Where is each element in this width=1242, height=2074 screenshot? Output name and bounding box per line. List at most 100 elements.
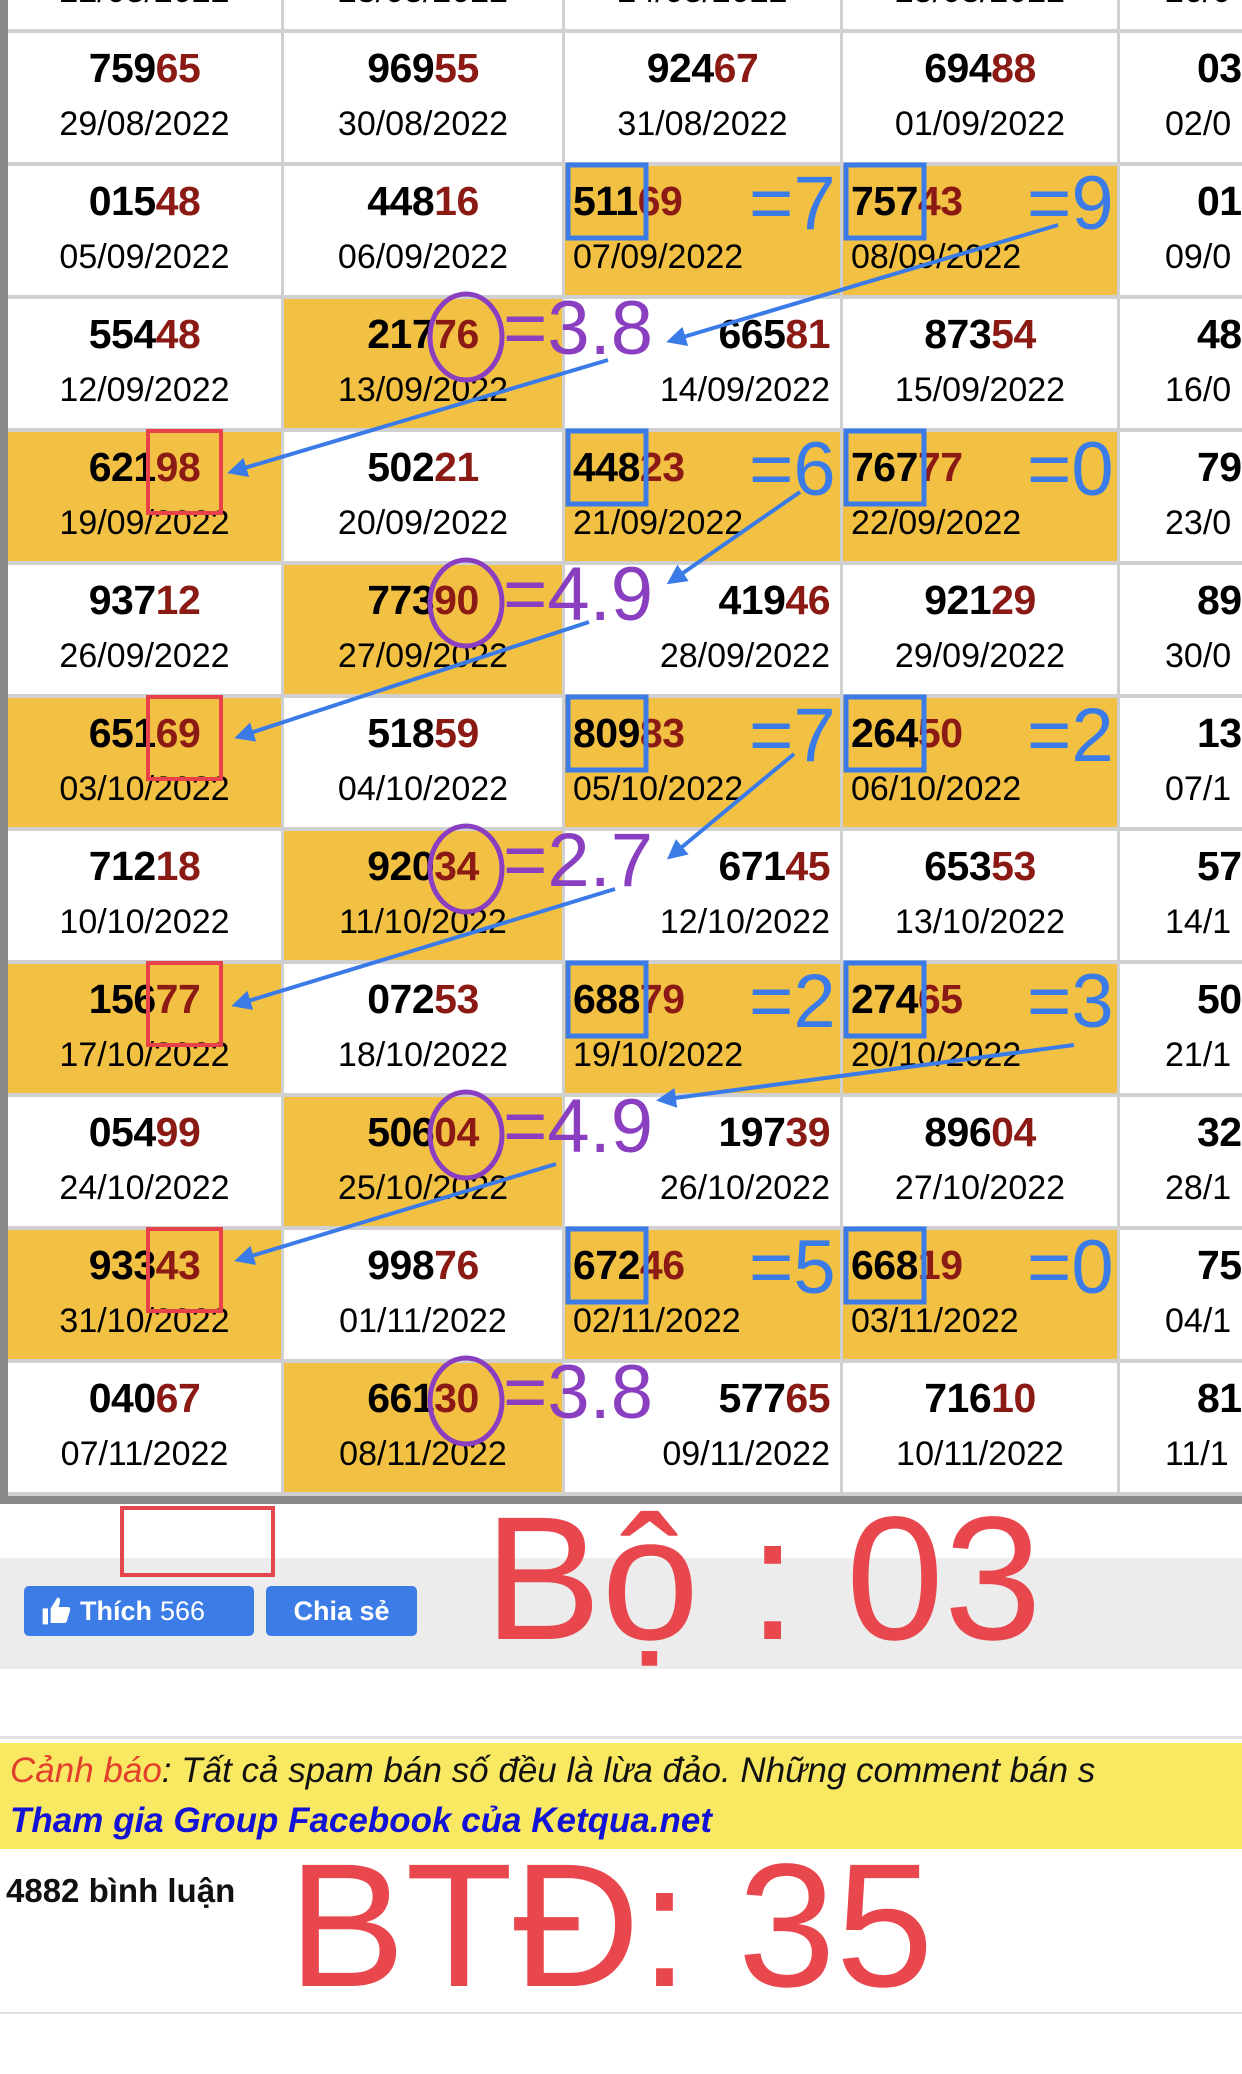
- number-tail: 53: [991, 843, 1036, 889]
- result-date: 15/09/2022: [894, 371, 1066, 409]
- result-cell: 81 11/1: [1120, 1363, 1242, 1496]
- result-cell: 48 16/0: [1120, 299, 1242, 432]
- result-date: 28/1: [1165, 1169, 1232, 1207]
- blue-sum-label: =2: [1027, 693, 1114, 778]
- number-head: 554: [88, 311, 156, 357]
- result-number: 92129: [843, 577, 1117, 624]
- number-tail: 76: [434, 1242, 479, 1288]
- number-tail: 67: [713, 45, 759, 91]
- result-date: 19/09/2022: [59, 504, 230, 542]
- number-tail: 54: [991, 311, 1036, 357]
- result-cell: 89 30/0: [1120, 565, 1242, 698]
- blue-sum-label: =9: [1027, 161, 1114, 246]
- header-date: 22/08/2022: [8, 0, 281, 11]
- result-date: 03/11/2022: [851, 1302, 1019, 1340]
- result-number: 71218: [8, 843, 281, 890]
- number-tail: 39: [785, 1109, 830, 1155]
- facebook-group-link[interactable]: Tham gia Group Facebook của Ketqua.net: [10, 1801, 713, 1840]
- number-tail: 04: [991, 1109, 1036, 1155]
- result-cell: 21776 13/09/2022: [284, 299, 565, 432]
- header-date-cell: 22/08/2022: [8, 0, 284, 33]
- like-button[interactable]: Thích 566: [24, 1586, 254, 1636]
- result-number: 93343: [8, 1242, 281, 1289]
- result-date: 14/09/2022: [659, 371, 830, 409]
- result-date: 22/09/2022: [851, 504, 1022, 542]
- share-button[interactable]: Chia sẻ: [266, 1586, 417, 1636]
- header-date-cell: 25/08/2022: [843, 0, 1120, 33]
- warning-text: : Tất cả spam bán số đều là lừa đảo. Nhữ…: [161, 1751, 1096, 1790]
- result-cell: 03 02/0: [1120, 33, 1242, 166]
- result-cell: 77390 27/09/2022: [284, 565, 565, 698]
- warning-label: Cảnh báo: [10, 1751, 162, 1790]
- number-head: 511: [573, 178, 638, 224]
- arrow-icon: [666, 223, 1059, 346]
- number-head: 419: [718, 577, 786, 623]
- number-tail: 69: [155, 710, 201, 756]
- result-cell: 89604 27/10/2022: [843, 1097, 1120, 1230]
- number-head: 502: [367, 444, 435, 490]
- results-table: 22/08/202223/08/202224/08/202225/08/2022…: [8, 0, 1242, 1496]
- number-tail: 16: [434, 178, 479, 224]
- result-number: 05499: [8, 1109, 281, 1156]
- result-date: 02/11/2022: [573, 1302, 741, 1340]
- result-number: 57: [1197, 843, 1242, 889]
- result-cell: 50604 25/10/2022: [284, 1097, 565, 1230]
- result-date: 23/0: [1165, 504, 1232, 542]
- number-head: 651: [88, 710, 156, 756]
- number-tail: 45: [785, 843, 830, 889]
- result-number: 15677: [8, 976, 281, 1023]
- number-tail: 65: [155, 45, 201, 91]
- result-cell: 51169 07/09/2022: [565, 166, 843, 299]
- result-cell: 65353 13/10/2022: [843, 831, 1120, 964]
- number-tail: 90: [434, 577, 479, 623]
- table-left-border: [0, 0, 8, 1504]
- result-number: 57765: [718, 1375, 830, 1422]
- result-cell: 05499 24/10/2022: [8, 1097, 284, 1230]
- number-head: 694: [924, 45, 992, 91]
- number-head: 518: [367, 710, 435, 756]
- result-date: 16/0: [1165, 371, 1232, 409]
- header-date: 25/08/2022: [843, 0, 1117, 11]
- number-tail: 99: [155, 1109, 201, 1155]
- number-head: 661: [367, 1375, 435, 1421]
- result-number: 50: [1197, 976, 1242, 1022]
- result-cell: 19739 26/10/2022: [565, 1097, 843, 1230]
- result-date: 12/10/2022: [659, 903, 830, 941]
- result-number: 07253: [284, 976, 562, 1023]
- result-number: 75965: [8, 45, 281, 92]
- number-head: 933: [88, 1242, 156, 1288]
- result-cell: 92034 11/10/2022: [284, 831, 565, 964]
- warning-line: Cảnh báo: Tất cả spam bán số đều là lừa …: [10, 1751, 1095, 1791]
- number-head: 577: [718, 1375, 786, 1421]
- result-number: 04067: [8, 1375, 281, 1422]
- number-tail: 65: [785, 1375, 830, 1421]
- purple-sum-label: =4.9: [503, 552, 653, 637]
- result-cell: 57 14/1: [1120, 831, 1242, 964]
- thumbs-up-icon: [42, 1597, 71, 1625]
- result-number: 32: [1197, 1109, 1242, 1155]
- blue-highlight-box: [565, 1226, 649, 1305]
- result-cell: 71610 10/11/2022: [843, 1363, 1120, 1496]
- number-head: 920: [367, 843, 435, 889]
- result-date: 09/11/2022: [662, 1435, 830, 1473]
- result-date: 01/11/2022: [339, 1302, 507, 1340]
- number-tail: 34: [434, 843, 479, 889]
- number-tail: 53: [434, 976, 479, 1022]
- result-cell: 50221 20/09/2022: [284, 432, 565, 565]
- share-label: Chia sẻ: [293, 1595, 390, 1626]
- red-highlight-box: [146, 961, 223, 1047]
- result-cell: 04067 07/11/2022: [8, 1363, 284, 1496]
- purple-circle: [427, 1355, 505, 1447]
- result-date: 28/09/2022: [659, 637, 830, 675]
- result-number: 93712: [8, 577, 281, 624]
- number-head: 809: [573, 710, 640, 756]
- blue-sum-label: =2: [749, 959, 836, 1044]
- number-tail: 04: [434, 1109, 479, 1155]
- result-number: 55448: [8, 311, 281, 358]
- number-head: 217: [367, 311, 435, 357]
- header-date-cell: 24/08/2022: [565, 0, 843, 33]
- blue-sum-label: =7: [749, 161, 836, 246]
- blue-highlight-box: [565, 162, 649, 241]
- overlay-text-bo: Bộ : 03: [484, 1481, 1042, 1677]
- number-head: 448: [367, 178, 435, 224]
